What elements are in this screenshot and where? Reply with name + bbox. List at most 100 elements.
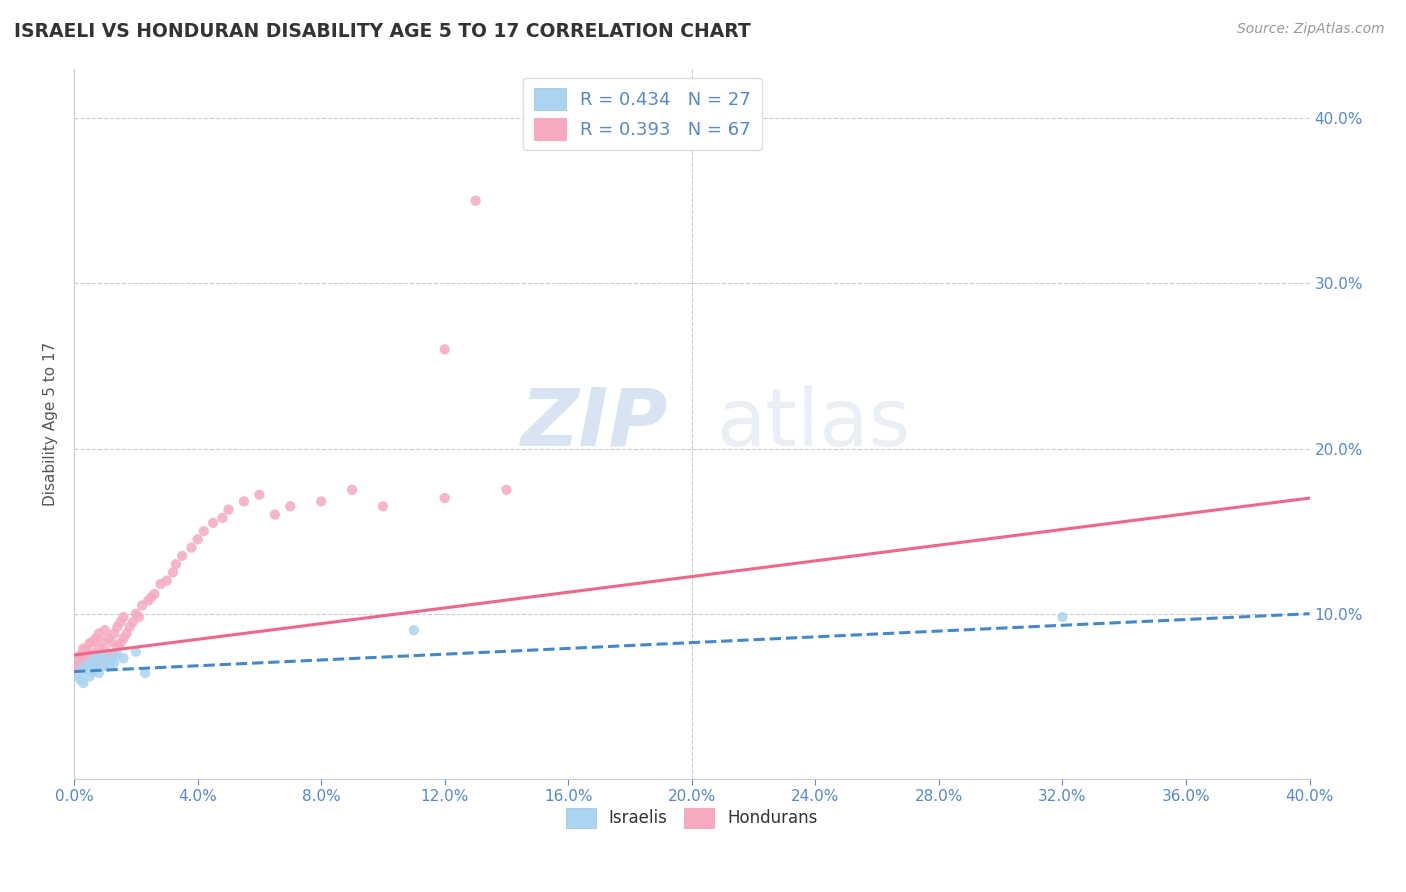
Point	[82, 661, 104, 675]
Point	[82, 653, 104, 667]
Point	[84, 651, 107, 665]
Point	[180, 541, 202, 555]
Point	[82, 646, 104, 660]
Point	[94, 624, 117, 638]
Point	[143, 587, 166, 601]
Point	[165, 557, 187, 571]
Point	[75, 643, 97, 657]
Point	[90, 655, 112, 669]
Point	[128, 610, 150, 624]
Point	[433, 343, 456, 357]
Point	[97, 659, 120, 673]
Point	[1052, 610, 1074, 624]
Point	[218, 502, 240, 516]
Point	[69, 648, 91, 662]
Point	[162, 566, 184, 580]
Point	[75, 665, 97, 679]
Point	[84, 632, 107, 646]
Point	[90, 649, 112, 664]
Point	[79, 669, 101, 683]
Point	[94, 657, 117, 672]
Point	[79, 636, 101, 650]
Point	[72, 641, 94, 656]
Point	[84, 648, 107, 662]
Text: ZIP: ZIP	[520, 384, 666, 463]
Point	[125, 607, 148, 621]
Point	[136, 593, 159, 607]
Point	[69, 657, 91, 671]
Point	[112, 610, 135, 624]
Point	[100, 653, 122, 667]
Point	[278, 500, 301, 514]
Point	[94, 657, 117, 671]
Point	[82, 657, 104, 671]
Point	[172, 549, 194, 563]
Point	[112, 651, 135, 665]
Point	[105, 648, 128, 662]
Point	[79, 657, 101, 671]
Point	[211, 511, 233, 525]
Point	[141, 590, 163, 604]
Point	[110, 615, 132, 629]
Point	[149, 577, 172, 591]
Point	[90, 659, 112, 673]
Point	[72, 659, 94, 673]
Point	[87, 648, 110, 662]
Point	[82, 635, 104, 649]
Point	[100, 653, 122, 667]
Point	[84, 659, 107, 673]
Point	[79, 657, 101, 672]
Point	[247, 488, 270, 502]
Point	[84, 663, 107, 677]
Point	[263, 508, 285, 522]
Point	[72, 659, 94, 673]
Point	[103, 626, 125, 640]
Point	[87, 626, 110, 640]
Point	[105, 640, 128, 654]
Point	[66, 653, 89, 667]
Point	[131, 599, 153, 613]
Point	[495, 483, 517, 497]
Point	[233, 494, 256, 508]
Point	[156, 574, 179, 588]
Point	[100, 635, 122, 649]
Point	[66, 668, 89, 682]
Point	[94, 643, 117, 657]
Point	[309, 494, 332, 508]
Point	[110, 636, 132, 650]
Point	[72, 676, 94, 690]
Point	[79, 649, 101, 664]
Point	[118, 620, 141, 634]
Text: atlas: atlas	[717, 384, 911, 463]
Point	[433, 491, 456, 505]
Point	[134, 666, 156, 681]
Point	[112, 632, 135, 646]
Point	[90, 635, 112, 649]
Point	[371, 500, 394, 514]
Point	[103, 646, 125, 660]
Text: ISRAELI VS HONDURAN DISABILITY AGE 5 TO 17 CORRELATION CHART: ISRAELI VS HONDURAN DISABILITY AGE 5 TO …	[14, 22, 751, 41]
Text: Source: ZipAtlas.com: Source: ZipAtlas.com	[1237, 22, 1385, 37]
Point	[103, 657, 125, 671]
Point	[87, 666, 110, 681]
Point	[464, 194, 486, 208]
Point	[97, 632, 120, 646]
Point	[193, 524, 215, 538]
Point	[94, 649, 117, 664]
Legend: Israelis, Hondurans: Israelis, Hondurans	[558, 801, 825, 835]
Y-axis label: Disability Age 5 to 17: Disability Age 5 to 17	[44, 342, 58, 506]
Point	[125, 645, 148, 659]
Point	[340, 483, 363, 497]
Point	[105, 620, 128, 634]
Point	[87, 641, 110, 656]
Point	[115, 626, 138, 640]
Point	[121, 615, 143, 629]
Point	[97, 648, 120, 662]
Point	[75, 655, 97, 669]
Point	[187, 533, 209, 547]
Point	[69, 673, 91, 687]
Point	[87, 653, 110, 667]
Point	[402, 624, 425, 638]
Point	[72, 651, 94, 665]
Point	[66, 659, 89, 673]
